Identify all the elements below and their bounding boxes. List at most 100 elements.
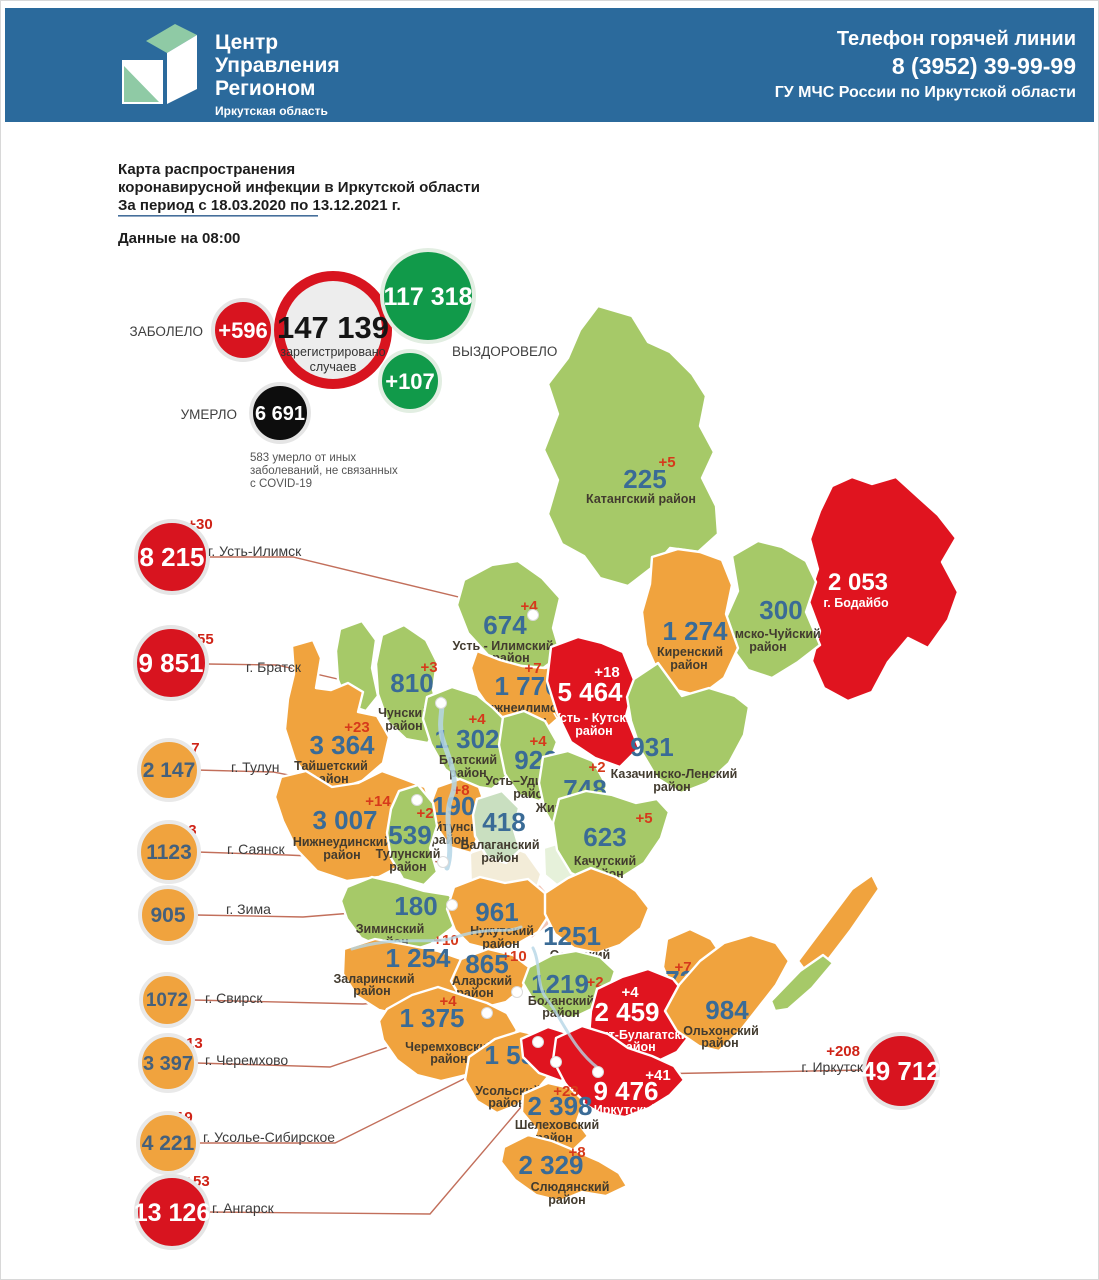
died-label: УМЕРЛО	[181, 407, 237, 422]
recovered-value: 117 318	[384, 283, 473, 311]
svg-text:3 364: 3 364	[309, 730, 375, 760]
svg-text:район: район	[670, 658, 707, 672]
svg-text:район: район	[605, 1115, 642, 1129]
hotline-org: ГУ МЧС России по Иркутской области	[775, 84, 1076, 101]
svg-text:+23: +23	[553, 1083, 578, 1100]
registered-caption-line1: зарегистрировано	[280, 345, 385, 359]
svg-text:+4: +4	[529, 733, 547, 750]
svg-text:Черемховский: Черемховский	[405, 1040, 495, 1054]
svg-text:район: район	[575, 724, 612, 738]
svg-text:984: 984	[705, 995, 749, 1025]
callout-irkutsk: +208 49 712 г. Иркутск	[801, 1032, 941, 1110]
registered-value: 147 139	[277, 310, 389, 345]
svg-text:Киренский: Киренский	[657, 645, 723, 659]
died-circle	[249, 382, 311, 444]
logo-title-line1: Центр	[215, 31, 278, 54]
svg-text:Аларский: Аларский	[452, 974, 512, 988]
svg-text:г. Бодайбо: г. Бодайбо	[823, 596, 889, 610]
registered-circle	[274, 271, 392, 389]
svg-text:г. Свирск: г. Свирск	[205, 990, 263, 1006]
svg-text:865: 865	[465, 949, 508, 979]
svg-text:180: 180	[394, 891, 437, 921]
olkhon-island	[769, 953, 835, 1013]
svg-text:1 274: 1 274	[662, 616, 728, 646]
sick-delta-value: +596	[218, 318, 268, 343]
marker-svirsk	[511, 986, 523, 998]
river-angara	[531, 946, 600, 1070]
region-map: +5 225 Катангский район 2 053 г. Бодайбо…	[273, 304, 960, 1207]
svg-text:2 147: 2 147	[143, 759, 196, 782]
svg-text:+14: +14	[365, 793, 391, 810]
svg-text:район: район	[323, 848, 360, 862]
region-irkutsky: +41 9 476 Иркутский район	[551, 1024, 686, 1129]
svg-text:2 329: 2 329	[518, 1150, 583, 1180]
marker-irkutsk	[592, 1066, 604, 1078]
line-irkutsk	[647, 1069, 865, 1075]
svg-text:+41: +41	[645, 1067, 670, 1084]
region-balagansky: 418 Балаганский район	[460, 789, 540, 865]
city-callouts: +30 8 215 г. Усть-Илимск +55 9 851 г. Бр…	[133, 516, 941, 1250]
callout-angarsk: +53 13 126 г. Ангарск	[134, 1173, 275, 1250]
rivers	[350, 696, 600, 1070]
recovered-delta-value: +107	[385, 369, 435, 394]
died-value: 6 691	[255, 403, 305, 425]
svg-text:+5: +5	[635, 810, 652, 827]
sick-label: ЗАБОЛЕЛО	[130, 324, 203, 339]
svg-text:Слюдянский: Слюдянский	[531, 1180, 610, 1194]
svg-text:г. Усть-Илимск: г. Усть-Илимск	[208, 543, 302, 559]
callout-zima: 905 г. Зима	[138, 885, 271, 945]
svg-text:1123: 1123	[146, 841, 192, 864]
svg-text:Чунский: Чунский	[378, 706, 430, 720]
died-note-line3: с COVID-19	[250, 478, 312, 490]
title-block: Карта распространения коронавирусной инф…	[118, 161, 480, 247]
svg-text:Катангский район: Катангский район	[586, 492, 696, 506]
svg-text:+8: +8	[452, 782, 469, 799]
bratsk-reservoir	[438, 696, 457, 871]
svg-text:район: район	[701, 1036, 738, 1050]
svg-text:+4: +4	[468, 711, 486, 728]
svg-text:49 712: 49 712	[861, 1056, 941, 1086]
svg-text:Усть - Кутский: Усть - Кутский	[553, 711, 641, 725]
svg-text:Заларинский: Заларинский	[333, 972, 414, 986]
logo-title-line2: Управления	[215, 54, 340, 77]
svg-text:район: район	[353, 984, 390, 998]
svg-text:+2: +2	[416, 805, 433, 822]
svg-text:+7: +7	[524, 660, 541, 677]
svg-text:+3: +3	[420, 659, 437, 676]
svg-text:+23: +23	[344, 719, 369, 736]
svg-text:300: 300	[759, 595, 802, 625]
svg-text:+18: +18	[594, 664, 619, 681]
svg-text:2 053: 2 053	[828, 569, 888, 596]
region-mamsko-chuisky: 300 Мамско-Чуйский район	[717, 539, 822, 680]
logo-title-line3: Регионом	[215, 77, 315, 100]
svg-text:418: 418	[482, 807, 525, 837]
region-chunsky: +3 810 Чунский район	[334, 619, 443, 745]
header: Центр Управления Регионом Иркутская обла…	[5, 8, 1094, 122]
svg-text:район: район	[749, 640, 786, 654]
svg-text:13 126: 13 126	[134, 1199, 210, 1227]
svg-text:+4: +4	[439, 993, 457, 1010]
marker-sayansk	[437, 856, 449, 868]
svg-text:г. Саянск: г. Саянск	[227, 841, 286, 857]
svg-text:г. Тулун: г. Тулун	[231, 759, 280, 775]
svg-text:г. Иркутск: г. Иркутск	[801, 1059, 864, 1075]
svg-text:район: район	[542, 1006, 579, 1020]
recovered-label: ВЫЗДОРОВЕЛО	[452, 344, 557, 359]
svg-text:г. Братск: г. Братск	[246, 659, 302, 675]
svg-text:г. Усолье-Сибирское: г. Усолье-Сибирское	[203, 1129, 335, 1145]
svg-text:район: район	[385, 719, 422, 733]
svg-text:Тайшетский: Тайшетский	[294, 759, 368, 773]
sick-delta-circle	[211, 298, 275, 362]
marker-ust-ilimsk	[527, 609, 539, 621]
svg-text:1 254: 1 254	[385, 943, 451, 973]
map-title-line2: коронавирусной инфекции в Иркутской обла…	[118, 179, 480, 196]
svg-text:район: район	[488, 1096, 525, 1110]
svg-text:905: 905	[150, 904, 185, 927]
svg-text:район: район	[548, 1193, 585, 1207]
svg-text:+2: +2	[588, 759, 605, 776]
registered-caption-line2: случаев	[310, 360, 357, 374]
marker-bratsk	[435, 697, 447, 709]
hotline-title: Телефон горячей линии	[837, 28, 1076, 50]
svg-text:Качугский: Качугский	[574, 854, 636, 868]
